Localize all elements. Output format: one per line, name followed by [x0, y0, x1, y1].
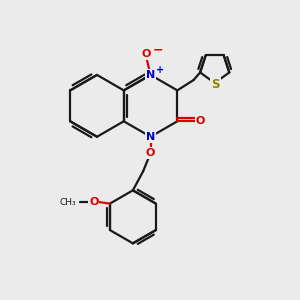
Text: O: O	[146, 148, 155, 158]
Text: CH₃: CH₃	[59, 198, 76, 207]
Text: N: N	[146, 70, 155, 80]
Text: O: O	[141, 49, 151, 59]
Text: O: O	[89, 197, 98, 207]
Text: O: O	[196, 116, 205, 126]
Text: −: −	[153, 44, 163, 57]
Text: +: +	[156, 64, 165, 75]
Text: S: S	[211, 78, 220, 91]
Text: N: N	[146, 132, 155, 142]
